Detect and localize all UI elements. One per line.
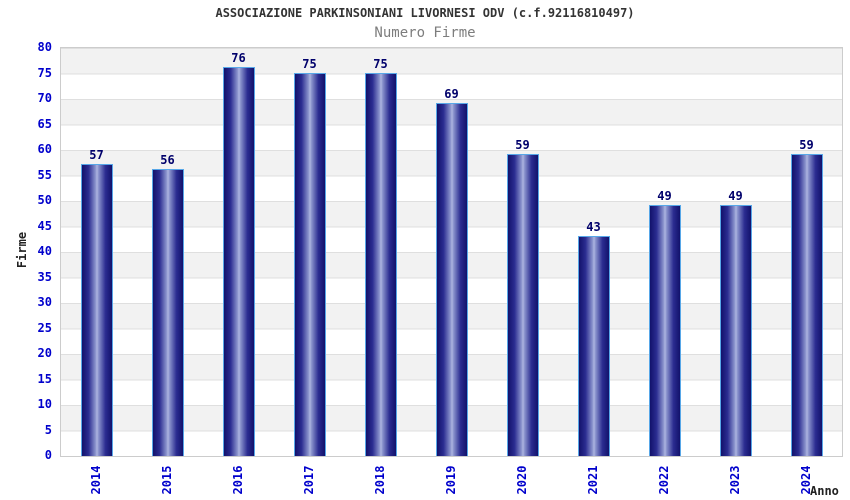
x-tick-label: 2024 [798, 465, 813, 495]
x-tick-label: 2016 [230, 465, 245, 495]
bar-value-label: 49 [728, 189, 743, 204]
bar-value-label: 57 [89, 148, 104, 163]
y-tick-label: 35 [37, 269, 52, 284]
x-tick-label: 2021 [585, 465, 600, 495]
bar-value-label: 56 [160, 153, 175, 168]
bar [151, 169, 184, 456]
bar [577, 235, 610, 456]
x-tick-label: 2019 [443, 465, 458, 495]
bar-value-label: 59 [799, 138, 814, 153]
y-tick-label: 5 [44, 422, 52, 437]
x-tick-label: 2023 [727, 465, 742, 495]
bar-value-label: 59 [515, 138, 530, 153]
x-tick-label: 2022 [656, 465, 671, 495]
bar [506, 154, 539, 456]
y-tick-label: 40 [37, 244, 52, 258]
bar-value-label: 76 [231, 51, 246, 66]
bar-value-label: 75 [373, 56, 388, 71]
chart-subtitle: Numero Firme [374, 25, 476, 41]
bar [364, 72, 397, 456]
bar-value-label: 49 [657, 189, 672, 204]
bar [648, 205, 681, 456]
y-tick-label: 55 [37, 167, 52, 182]
bar-value-label: 69 [444, 87, 459, 102]
y-tick-label: 30 [37, 295, 52, 309]
y-tick-label: 70 [37, 91, 52, 105]
y-tick-label: 10 [37, 397, 52, 411]
bar [80, 164, 113, 456]
bar-value-label: 75 [302, 56, 317, 71]
bar [719, 205, 752, 456]
x-tick-label: 2017 [301, 465, 316, 495]
y-tick-label: 50 [37, 193, 52, 207]
y-tick-label: 65 [37, 116, 52, 131]
x-tick-label: 2014 [88, 465, 103, 495]
x-axis-title: Anno [810, 484, 839, 498]
bar [293, 72, 326, 456]
plot-area: 57 56 76 75 75 69 59 43 49 49 59 [60, 47, 843, 457]
x-tick-label: 2018 [372, 465, 387, 495]
y-tick-label: 15 [37, 371, 52, 386]
y-tick-label: 60 [37, 142, 52, 156]
y-tick-label: 20 [37, 346, 52, 360]
chart-title: ASSOCIAZIONE PARKINSONIANI LIVORNESI ODV… [215, 6, 635, 20]
bar [222, 67, 255, 456]
x-tick-label: 2015 [159, 465, 174, 495]
y-tick-label: 0 [44, 448, 52, 462]
y-tick-label: 25 [37, 320, 52, 335]
bar [790, 154, 823, 456]
y-tick-label: 45 [37, 218, 52, 233]
y-tick-label: 75 [37, 65, 52, 80]
bar-value-label: 43 [586, 219, 601, 234]
bar [435, 103, 468, 456]
y-tick-label: 80 [37, 40, 52, 54]
x-tick-label: 2020 [514, 465, 529, 495]
